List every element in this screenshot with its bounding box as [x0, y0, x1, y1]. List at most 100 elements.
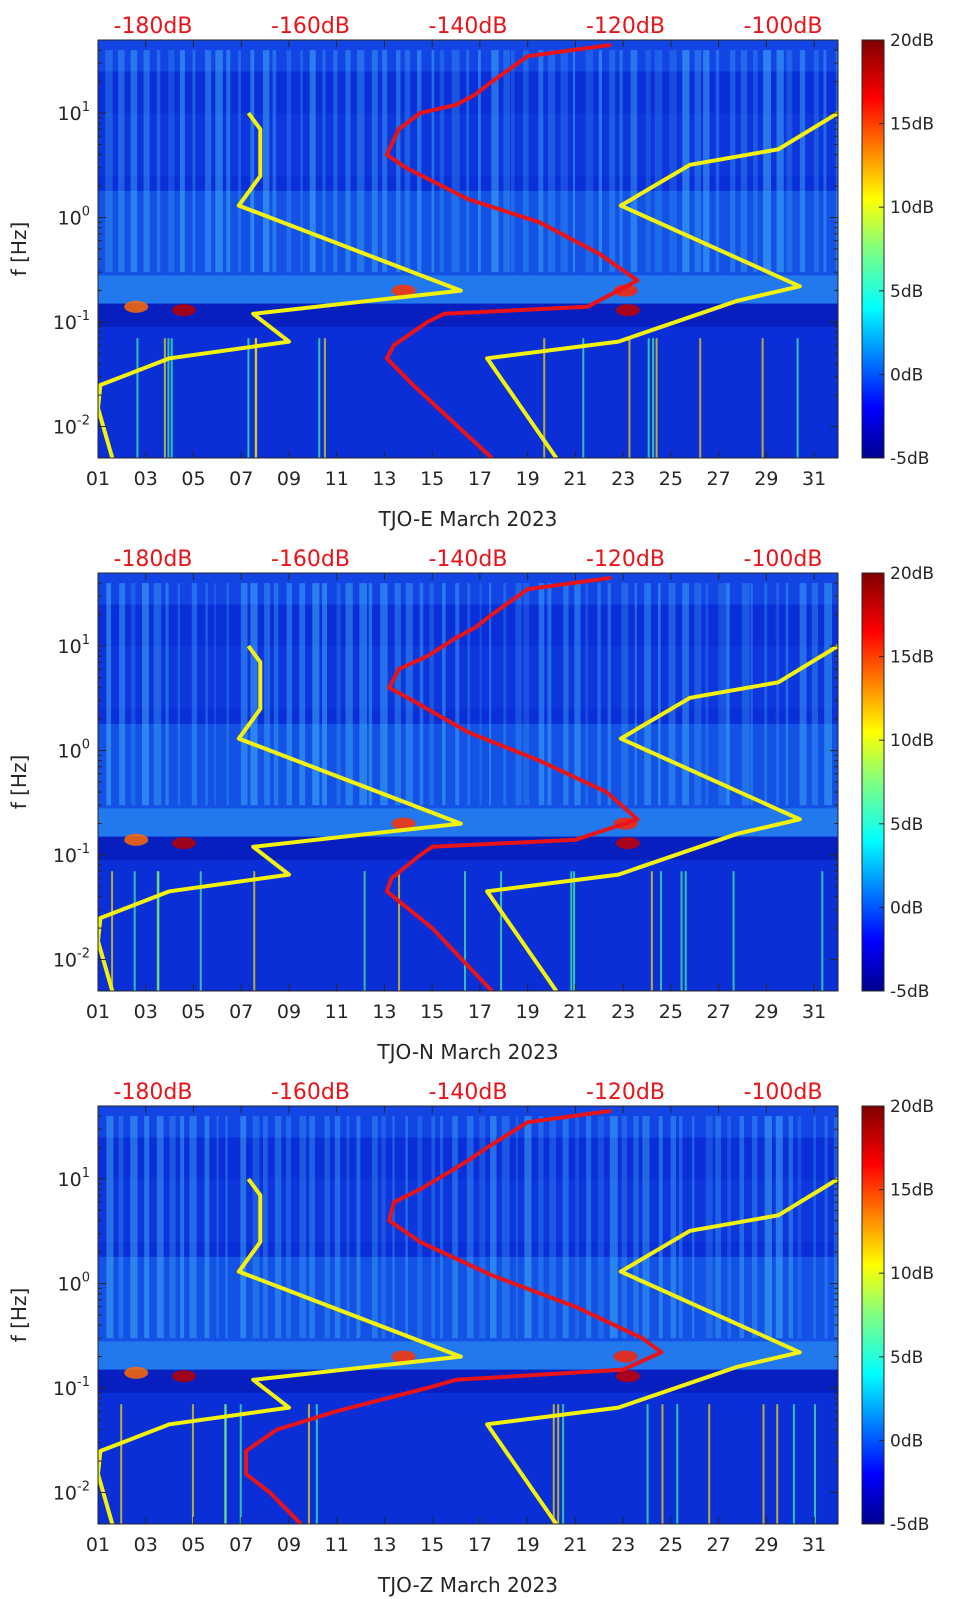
- station-psd-line: [384, 575, 640, 991]
- x-tick-label: 29: [754, 1001, 778, 1023]
- spectrogram-stripe: [585, 583, 589, 806]
- top-db-label: -120dB: [586, 547, 665, 572]
- spectrogram-stripe: [562, 1404, 565, 1524]
- spectrogram-stripe: [119, 583, 126, 806]
- spectrogram-band: [98, 1341, 838, 1370]
- spectrogram-stripe: [205, 50, 212, 273]
- spectrogram-stripe: [479, 1116, 486, 1339]
- colorbar-tick-label: 0dB: [890, 898, 923, 918]
- spectrogram-band: [98, 646, 838, 709]
- x-tick-label: 09: [277, 468, 301, 490]
- hot-spot: [171, 837, 196, 850]
- hot-spot: [171, 304, 196, 317]
- colorbar-ticks: 20dB 15dB 10dB 5dB 0dB -5dB: [879, 31, 934, 469]
- x-tick-label: 03: [134, 468, 158, 490]
- spectrogram-stripe: [835, 50, 838, 273]
- station-psd-line: [244, 1108, 664, 1524]
- spectrogram-stripe: [821, 871, 824, 991]
- spectrogram-stripe: [797, 1116, 802, 1339]
- spectrogram-stripe: [682, 50, 690, 273]
- spectrogram-stripe: [189, 1116, 197, 1339]
- x-axis-label: TJO-E March 2023: [378, 507, 558, 531]
- spectrogram-stripe: [253, 871, 256, 991]
- spectrogram-stripe: [732, 871, 735, 991]
- spectrogram-stripe: [466, 1116, 474, 1339]
- spectrogram-stripe: [607, 583, 611, 806]
- x-tick-label: 13: [372, 1534, 396, 1556]
- spectrogram-stripe: [775, 1116, 783, 1339]
- y-tick-label: 100: [58, 205, 90, 230]
- spectrogram-stripe: [322, 50, 326, 273]
- x-tick-label: 17: [468, 468, 492, 490]
- spectrogram-stripe: [538, 1116, 544, 1339]
- colorbar-ticks: 20dB 15dB 10dB 5dB 0dB -5dB: [879, 564, 934, 1002]
- spectrogram-stripe: [419, 583, 424, 806]
- spectrogram-stripe: [336, 583, 341, 806]
- colorbar-tick-label: 5dB: [890, 282, 923, 302]
- x-axis-label: TJO-N March 2023: [376, 1040, 558, 1064]
- spectrogram-stripe: [753, 50, 758, 273]
- spectrogram-stripe: [356, 50, 365, 273]
- spectrogram-stripe: [105, 50, 113, 273]
- top-db-label: -140dB: [429, 14, 508, 39]
- x-tick-label: 07: [229, 468, 253, 490]
- top-db-label: -160dB: [271, 14, 350, 39]
- x-tick-label: 05: [181, 1001, 205, 1023]
- colorbar-gradient: [861, 572, 885, 992]
- spectrogram-stripe: [788, 1116, 794, 1339]
- y-tick-label: 100: [58, 738, 90, 763]
- model-lines: [98, 42, 838, 458]
- y-tick-label: 10-2: [53, 1480, 90, 1505]
- spectrogram-stripe: [585, 50, 594, 273]
- spectrogram-stripe: [609, 1116, 618, 1339]
- spectrogram-stripe: [740, 50, 748, 273]
- spectrogram-stripe: [264, 583, 271, 806]
- spectrogram-stripe: [312, 583, 320, 806]
- spectrogram-stripe: [776, 1404, 779, 1524]
- top-db-label: -100dB: [744, 14, 823, 39]
- spectrogram-stripe: [215, 50, 223, 273]
- spectrogram-band: [98, 723, 838, 809]
- spectrogram-stripe: [380, 583, 388, 806]
- spectrogram-stripe: [226, 50, 231, 273]
- colorbar-gradient: [861, 1105, 885, 1525]
- x-tick-label: 01: [86, 1534, 110, 1556]
- spectrogram-band: [98, 808, 838, 837]
- spectrogram-band: [98, 1411, 838, 1524]
- y-tick-label: 101: [58, 633, 90, 658]
- spectrogram-stripe: [431, 1116, 436, 1339]
- spectrogram-stripe: [204, 1116, 210, 1339]
- axis-ticks: 01 03 05 07 09 11 13 15 17 19 21 23 25 27 29 31 10-2 10-1…: [53, 1105, 838, 1556]
- spectrogram-stripe: [628, 338, 631, 458]
- spectrogram-stripe: [224, 1404, 227, 1524]
- spectrogram-band: [98, 1179, 838, 1242]
- spectrogram-stripe: [490, 1116, 497, 1339]
- spectrogram-stripe: [570, 871, 573, 991]
- spectrogram-stripe: [488, 583, 492, 806]
- spectrogram-stripe: [764, 1116, 772, 1339]
- spectrogram-stripe: [658, 1116, 663, 1339]
- spectrogram-stripe: [515, 583, 522, 806]
- top-db-label: -180dB: [114, 547, 193, 572]
- hot-spot: [124, 300, 149, 313]
- spectrogram-band: [98, 878, 838, 991]
- top-db-label: -120dB: [586, 14, 665, 39]
- spectrogram-stripe: [500, 871, 503, 991]
- colorbar-tick-label: -5dB: [890, 449, 929, 469]
- spectrogram-stripe: [240, 1116, 247, 1339]
- spectrogram-stripe: [404, 50, 411, 273]
- spectrogram-stripe: [543, 338, 546, 458]
- top-db-label: -100dB: [744, 1080, 823, 1105]
- spectrogram-stripe: [547, 50, 556, 273]
- spectrogram-stripe: [405, 583, 413, 806]
- spectrogram-stripe: [368, 583, 373, 806]
- spectrogram-stripe: [726, 583, 730, 806]
- spectrogram-stripe: [439, 1116, 444, 1339]
- hot-spot: [171, 1370, 196, 1383]
- spectrogram-stripe: [439, 50, 445, 273]
- spectrogram-band: [98, 1106, 838, 1138]
- spectrogram-stripe: [371, 1116, 378, 1339]
- spectrogram-stripe: [191, 583, 198, 806]
- spectrogram-stripe: [334, 1116, 341, 1339]
- spectrogram-stripe: [586, 1116, 592, 1339]
